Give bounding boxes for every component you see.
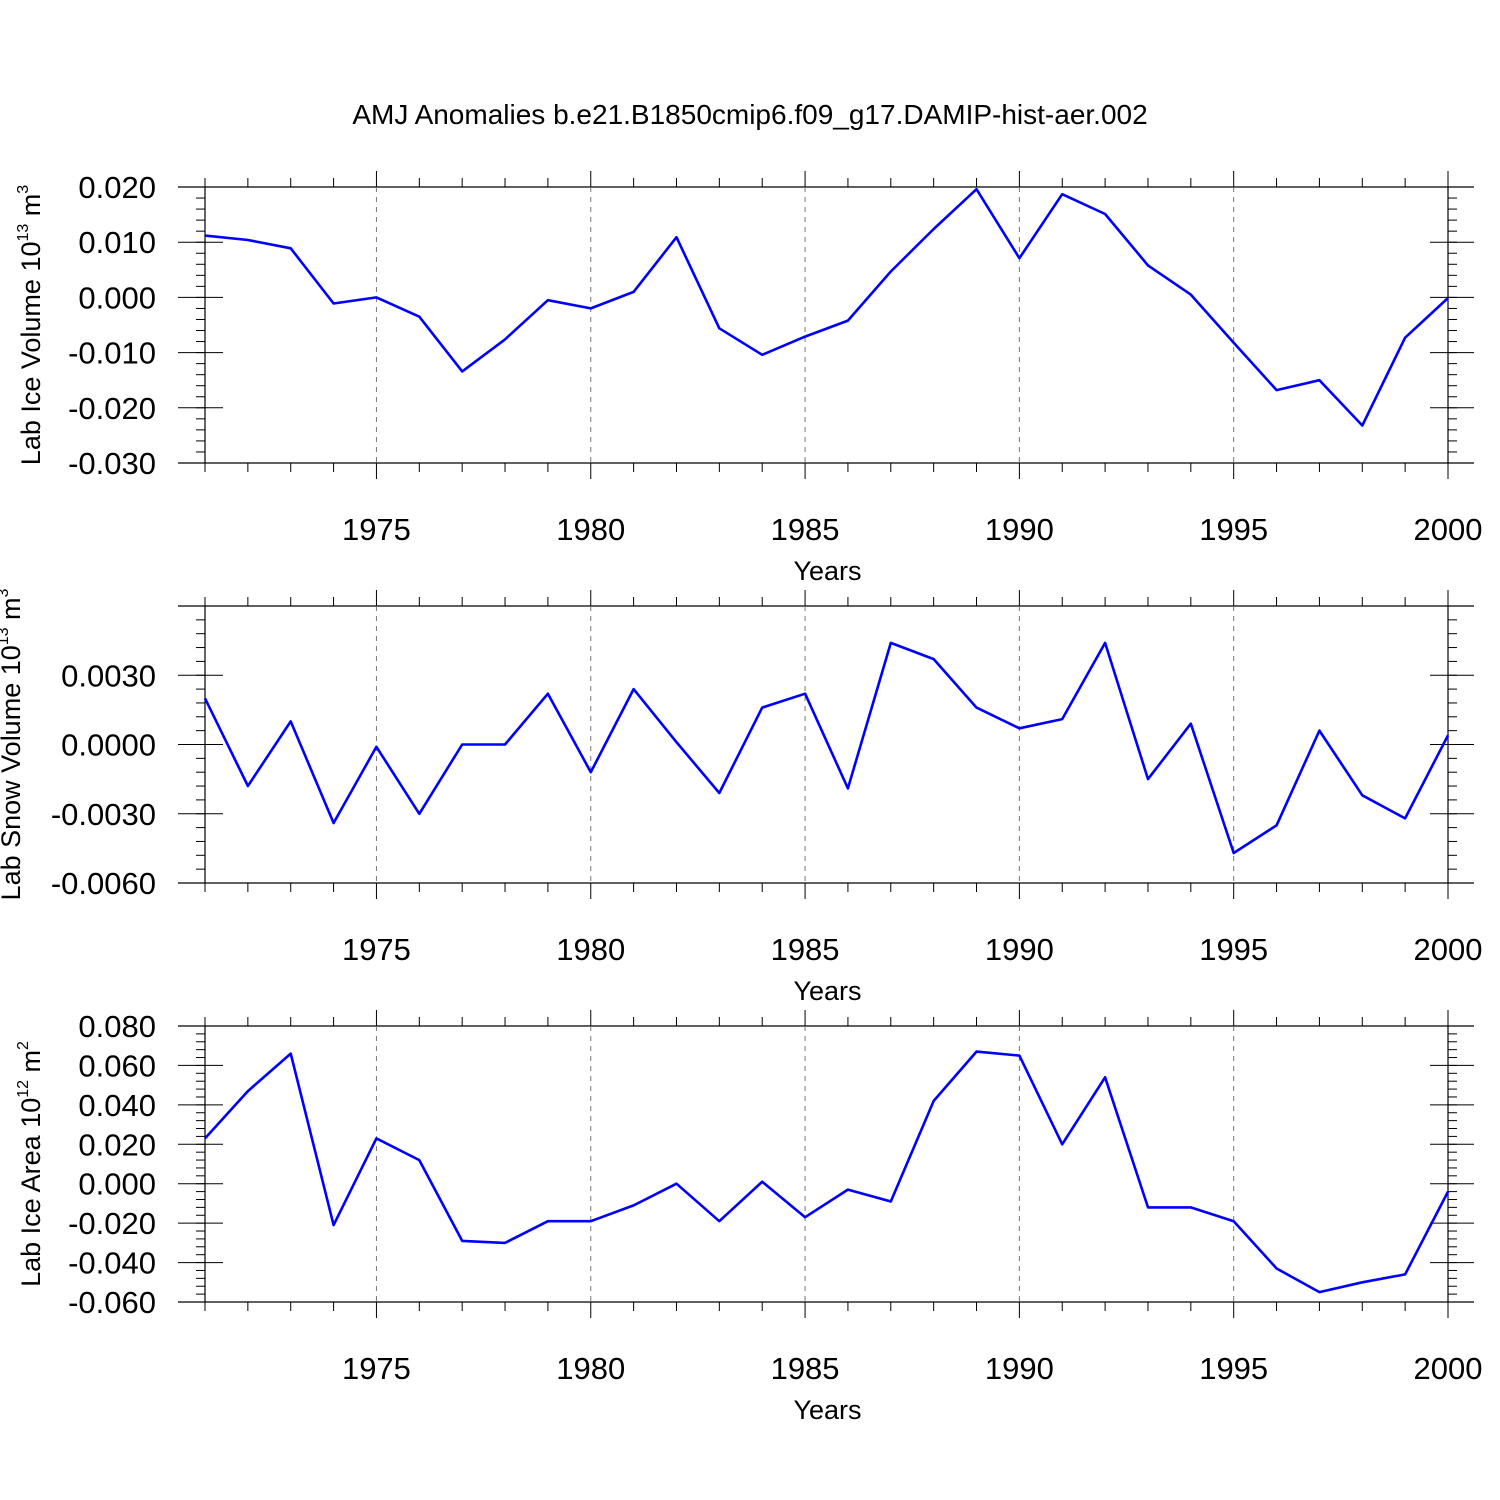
panel-snow-volume: 1975 1980 1985 1990 1995 2000 Years -0.0060 -0.0… xyxy=(0,588,1482,1006)
y-axis-label-unit-exponent: 2 xyxy=(15,1041,32,1050)
y-axis-label: Lab Ice Volume 1013 m3 xyxy=(15,185,46,465)
y-axis-label-exponent: 13 xyxy=(0,627,12,645)
x-tick-label: 1980 xyxy=(556,1351,625,1386)
y-tick-label: -0.040 xyxy=(68,1246,156,1281)
y-axis-label-base: Lab Snow Volume 10 xyxy=(0,645,26,900)
y-axis-label-exponent: 13 xyxy=(15,224,32,242)
y-tick-label: 0.0030 xyxy=(61,658,156,693)
y-tick-label: 0.000 xyxy=(78,1167,156,1202)
x-tick-label: 1980 xyxy=(556,512,625,547)
y-tick-label: 0.010 xyxy=(78,225,156,260)
x-tick-label: 1995 xyxy=(1199,512,1268,547)
y-axis-label-unit: m xyxy=(16,1050,46,1080)
y-tick-label: -0.030 xyxy=(68,446,156,481)
y-tick-label: -0.010 xyxy=(68,336,156,371)
y-axis-label: Lab Ice Area 1012 m2 xyxy=(15,1041,46,1287)
x-tick-label: 1980 xyxy=(556,932,625,967)
y-tick-label: 0.020 xyxy=(78,170,156,205)
x-tick-label: 1985 xyxy=(771,932,840,967)
y-tick-label: 0.080 xyxy=(78,1009,156,1044)
x-tick-label: 1985 xyxy=(771,1351,840,1386)
y-tick-label: 0.000 xyxy=(78,280,156,315)
y-tick-label: 0.020 xyxy=(78,1127,156,1162)
y-tick-label: 0.060 xyxy=(78,1048,156,1083)
x-tick-label: 1975 xyxy=(342,932,411,967)
y-axis-label-unit-exponent: 3 xyxy=(15,185,32,194)
y-tick-label: -0.0030 xyxy=(51,797,156,832)
figure-title: AMJ Anomalies b.e21.B1850cmip6.f09_g17.D… xyxy=(352,99,1147,130)
x-tick-label: 1990 xyxy=(985,512,1054,547)
y-tick-label: -0.020 xyxy=(68,1206,156,1241)
x-tick-label: 2000 xyxy=(1414,512,1483,547)
x-tick-label: 2000 xyxy=(1414,932,1483,967)
y-axis-label-unit-exponent: 3 xyxy=(0,588,12,597)
x-tick-label: 1990 xyxy=(985,1351,1054,1386)
panel-ice-area: 1975 1980 1985 1990 1995 2000 Years -0.060 -0.04… xyxy=(15,1009,1482,1425)
series-line xyxy=(204,187,1449,427)
y-axis-label-exponent: 12 xyxy=(15,1080,32,1098)
x-axis-label: Years xyxy=(793,1395,861,1425)
x-tick-label: 2000 xyxy=(1414,1351,1483,1386)
panel-ice-volume: 1975 1980 1985 1990 1995 2000 Years -0.030 -0.02… xyxy=(15,170,1482,586)
y-axis-label-unit: m xyxy=(0,597,26,627)
x-tick-label: 1995 xyxy=(1199,1351,1268,1386)
series-line xyxy=(203,641,1450,855)
y-tick-label: -0.060 xyxy=(68,1285,156,1320)
x-tick-label: 1995 xyxy=(1199,932,1268,967)
y-tick-label: -0.0060 xyxy=(51,866,156,901)
x-axis-label: Years xyxy=(793,556,861,586)
x-tick-label: 1975 xyxy=(342,1351,411,1386)
y-axis-label-base: Lab Ice Volume 10 xyxy=(16,242,46,466)
series-line xyxy=(204,1050,1450,1294)
y-tick-label: -0.020 xyxy=(68,391,156,426)
panels: 1975 1980 1985 1990 1995 2000 Years -0.030 -0.02… xyxy=(0,170,1482,1425)
x-tick-label: 1975 xyxy=(342,512,411,547)
x-tick-label: 1990 xyxy=(985,932,1054,967)
x-axis-label: Years xyxy=(793,976,861,1006)
y-tick-label: 0.0000 xyxy=(61,728,156,763)
y-tick-label: 0.040 xyxy=(78,1088,156,1123)
y-axis-label-base: Lab Ice Area 10 xyxy=(16,1098,46,1287)
y-axis-label: Lab Snow Volume 1013 m3 xyxy=(0,588,26,900)
x-tick-label: 1985 xyxy=(771,512,840,547)
y-axis-label-unit: m xyxy=(16,194,46,224)
